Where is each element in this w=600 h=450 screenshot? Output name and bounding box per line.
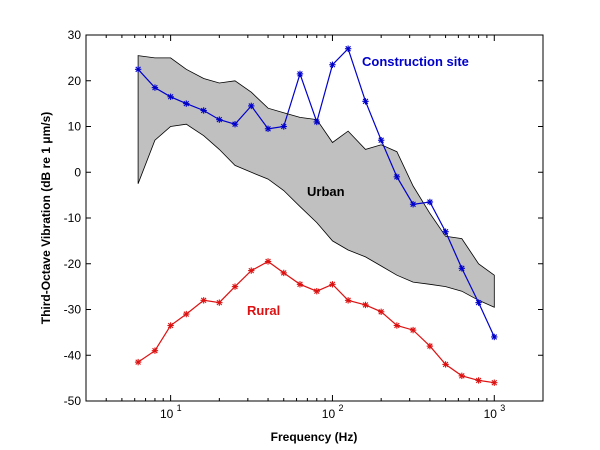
point-rural (296, 281, 304, 288)
point-construction-site (134, 66, 142, 73)
point-rural (151, 347, 159, 354)
point-construction-site (216, 116, 223, 123)
point-rural (409, 326, 417, 334)
point-rural (491, 379, 498, 386)
y-tick-label: 30 (68, 28, 82, 42)
point-rural (393, 322, 401, 329)
y-tick-label: 20 (68, 74, 82, 88)
point-rural (313, 288, 320, 295)
x-axis-label: Frequency (Hz) (271, 430, 358, 444)
x-tick-label-exponent: 3 (500, 403, 505, 413)
point-construction-site (280, 123, 287, 130)
x-tick-label: 10 (160, 407, 174, 421)
point-construction-site (377, 137, 385, 144)
point-rural (280, 269, 287, 277)
point-construction-site (200, 107, 207, 114)
point-rural (344, 297, 352, 304)
series-layer (134, 45, 498, 386)
point-rural (183, 310, 190, 318)
y-tick-label: -30 (64, 303, 82, 317)
point-construction-site (296, 70, 304, 78)
point-rural (216, 299, 223, 306)
point-rural (231, 283, 239, 290)
y-tick-label: -20 (64, 257, 82, 271)
point-construction-site (329, 61, 336, 68)
point-construction-site (167, 93, 174, 100)
point-construction-site (409, 201, 417, 208)
x-tick-label: 10 (484, 407, 498, 421)
point-rural (426, 342, 434, 350)
annotation-urban: Urban (307, 184, 345, 199)
point-construction-site (393, 173, 401, 181)
point-rural (458, 372, 466, 380)
point-construction-site (458, 265, 466, 272)
point-rural (167, 322, 174, 329)
y-tick-label: -50 (64, 394, 82, 408)
point-construction-site (183, 100, 190, 107)
point-rural (442, 361, 449, 368)
y-tick-label: 10 (68, 120, 82, 134)
point-rural (362, 301, 369, 309)
y-axis-label: Third-Octave Vibration (dB re 1 μm/s) (39, 112, 53, 325)
y-tick-label: -40 (64, 348, 82, 362)
point-construction-site (475, 299, 482, 306)
point-construction-site (231, 121, 239, 128)
x-tick-label-exponent: 2 (338, 403, 343, 413)
urban-band (137, 55, 495, 308)
y-tick-label: -10 (64, 211, 82, 225)
point-construction-site (151, 84, 159, 91)
point-rural (264, 258, 272, 265)
point-rural (329, 281, 336, 288)
point-rural (475, 377, 482, 384)
point-construction-site (248, 102, 255, 110)
point-construction-site (313, 118, 320, 126)
point-construction-site (491, 333, 498, 341)
point-rural (200, 297, 207, 304)
x-tick-label: 10 (322, 407, 336, 421)
point-rural (377, 308, 385, 315)
point-rural (248, 267, 255, 274)
point-construction-site (344, 45, 352, 52)
point-construction-site (442, 228, 449, 235)
point-construction-site (362, 98, 369, 105)
x-tick-label-exponent: 1 (177, 403, 182, 413)
y-tick-label: 0 (74, 165, 81, 179)
point-construction-site (264, 125, 272, 132)
point-rural (134, 358, 142, 366)
annotation-construction-site: Construction site (362, 54, 469, 69)
point-construction-site (426, 198, 434, 206)
urban-band-layer (137, 55, 495, 308)
annotation-rural: Rural (247, 303, 280, 318)
